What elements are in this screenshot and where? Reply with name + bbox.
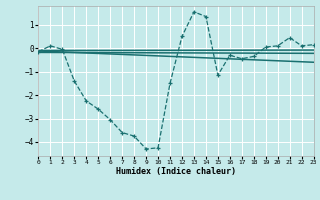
X-axis label: Humidex (Indice chaleur): Humidex (Indice chaleur) <box>116 167 236 176</box>
